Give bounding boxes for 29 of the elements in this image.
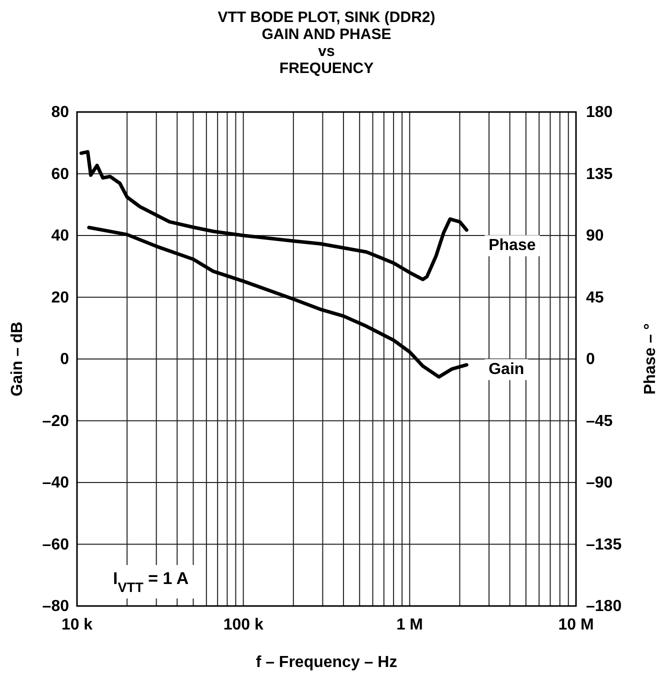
y2-tick-label: 90: [586, 228, 604, 245]
y-tick-label: –80: [42, 598, 70, 616]
x-tick-label: 10 k: [61, 616, 93, 634]
y-tick-label: 40: [51, 228, 70, 245]
y2-tick-label: –90: [586, 474, 613, 492]
y2-tick-label: –135: [586, 536, 622, 554]
y2-tick-label: –180: [586, 598, 622, 616]
x-tick-label: 10 M: [558, 616, 594, 634]
x-axis-title: f – Frequency – Hz: [256, 654, 398, 671]
annotation: I$_{VTT}$ = 1 A: [113, 569, 189, 594]
y-tick-label: –20: [42, 412, 70, 430]
y-tick-label: –40: [42, 474, 70, 492]
y2-axis-title: Phase – °: [642, 323, 659, 395]
y2-tick-label: –45: [586, 412, 613, 430]
series-label: Phase: [488, 237, 536, 254]
y-tick-label: 80: [51, 104, 70, 122]
y2-tick-label: 180: [586, 104, 613, 122]
x-tick-label: 100 k: [223, 616, 264, 634]
y2-tick-label: 135: [586, 166, 613, 183]
x-tick-label: 1 M: [396, 616, 424, 634]
y2-tick-label: 45: [586, 289, 604, 306]
y-tick-label: 20: [51, 289, 70, 306]
y-axis-title: Gain – dB: [9, 322, 26, 396]
y-tick-label: –60: [42, 536, 70, 554]
y-tick-label: 0: [60, 351, 70, 368]
y2-tick-label: 0: [586, 351, 595, 368]
series-label: Gain: [488, 361, 524, 378]
chart-title: VTT BODE PLOT, SINK (DDR2) GAIN AND PHASE vs FREQUENCY: [218, 9, 436, 77]
y-tick-label: 60: [51, 166, 70, 183]
